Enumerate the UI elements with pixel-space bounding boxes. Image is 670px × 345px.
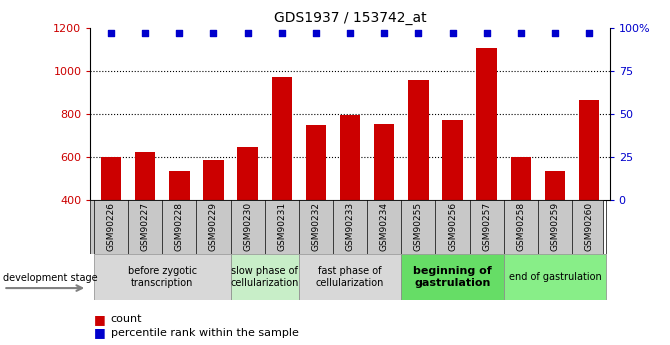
Point bbox=[208, 30, 219, 36]
Text: end of gastrulation: end of gastrulation bbox=[509, 272, 602, 282]
Bar bbox=[135, 151, 155, 200]
Point bbox=[345, 30, 356, 36]
Text: GSM90257: GSM90257 bbox=[482, 202, 491, 252]
Point bbox=[413, 30, 423, 36]
Text: GSM90226: GSM90226 bbox=[107, 202, 115, 252]
Bar bbox=[94, 254, 230, 300]
Text: beginning of
gastrulation: beginning of gastrulation bbox=[413, 266, 492, 288]
Point bbox=[481, 30, 492, 36]
Point bbox=[311, 30, 322, 36]
Bar bbox=[579, 100, 600, 200]
Point bbox=[277, 30, 287, 36]
Text: GSM90229: GSM90229 bbox=[209, 202, 218, 252]
Bar bbox=[442, 120, 463, 200]
Bar bbox=[504, 254, 606, 300]
Point bbox=[140, 30, 151, 36]
Point bbox=[174, 30, 185, 36]
Text: GSM90231: GSM90231 bbox=[277, 202, 286, 252]
Text: fast phase of
cellularization: fast phase of cellularization bbox=[316, 266, 385, 288]
Text: percentile rank within the sample: percentile rank within the sample bbox=[111, 328, 298, 338]
Text: before zygotic
transcription: before zygotic transcription bbox=[127, 266, 197, 288]
Text: development stage: development stage bbox=[3, 273, 98, 283]
Text: GSM90260: GSM90260 bbox=[585, 202, 594, 252]
Text: GSM90228: GSM90228 bbox=[175, 202, 184, 252]
Point bbox=[379, 30, 389, 36]
Title: GDS1937 / 153742_at: GDS1937 / 153742_at bbox=[274, 11, 426, 25]
Text: GSM90255: GSM90255 bbox=[414, 202, 423, 252]
Text: GSM90234: GSM90234 bbox=[380, 202, 389, 252]
Point bbox=[549, 30, 560, 36]
Bar bbox=[545, 171, 565, 200]
Text: GSM90259: GSM90259 bbox=[551, 202, 559, 252]
Text: GSM90256: GSM90256 bbox=[448, 202, 457, 252]
Bar bbox=[476, 48, 497, 200]
Bar bbox=[401, 254, 504, 300]
Bar bbox=[169, 171, 190, 200]
Bar bbox=[271, 77, 292, 200]
Bar bbox=[230, 254, 299, 300]
Bar bbox=[299, 254, 401, 300]
Text: count: count bbox=[111, 314, 142, 324]
Bar bbox=[374, 124, 395, 200]
Bar bbox=[100, 157, 121, 200]
Bar bbox=[340, 115, 360, 200]
Bar bbox=[203, 160, 224, 200]
Text: slow phase of
cellularization: slow phase of cellularization bbox=[230, 266, 299, 288]
Text: GSM90232: GSM90232 bbox=[312, 202, 320, 252]
Point bbox=[243, 30, 253, 36]
Text: GSM90230: GSM90230 bbox=[243, 202, 252, 252]
Bar bbox=[511, 157, 531, 200]
Text: ■: ■ bbox=[94, 326, 106, 339]
Text: GSM90227: GSM90227 bbox=[141, 202, 149, 252]
Bar bbox=[306, 125, 326, 200]
Text: GSM90258: GSM90258 bbox=[517, 202, 525, 252]
Bar bbox=[237, 147, 258, 200]
Point bbox=[447, 30, 458, 36]
Text: ■: ■ bbox=[94, 313, 106, 326]
Point bbox=[584, 30, 594, 36]
Bar bbox=[408, 80, 429, 200]
Point bbox=[106, 30, 117, 36]
Text: GSM90233: GSM90233 bbox=[346, 202, 354, 252]
Point bbox=[515, 30, 526, 36]
